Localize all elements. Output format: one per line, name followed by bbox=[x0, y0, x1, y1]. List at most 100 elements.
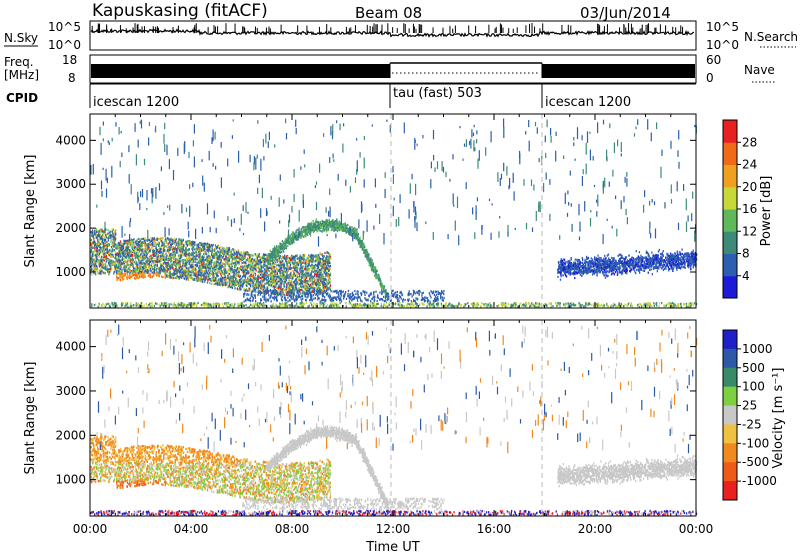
echo-cell bbox=[155, 243, 157, 246]
echo-cell bbox=[280, 264, 282, 267]
echo-cell bbox=[194, 272, 196, 275]
echo-cell bbox=[299, 270, 302, 273]
echo-cell bbox=[268, 270, 270, 273]
echo-cell bbox=[301, 292, 303, 295]
echo-cell bbox=[297, 271, 299, 274]
echo-cell bbox=[183, 253, 186, 256]
echo-cell bbox=[307, 272, 309, 275]
echo-cell bbox=[181, 248, 183, 251]
echo-cell bbox=[194, 273, 196, 276]
echo-cell bbox=[103, 253, 105, 256]
echo-cell bbox=[157, 254, 159, 257]
echo-cell bbox=[157, 274, 159, 277]
echo-cell bbox=[147, 252, 149, 255]
echo-cell bbox=[190, 274, 192, 277]
echo-cell bbox=[149, 276, 151, 279]
echo-cell bbox=[151, 246, 153, 249]
echo-cell bbox=[276, 278, 278, 281]
echo-cell bbox=[238, 257, 241, 260]
echo-cell bbox=[218, 263, 220, 266]
echo-cell bbox=[276, 271, 278, 275]
echo-cell bbox=[264, 260, 266, 264]
echo-cell bbox=[244, 264, 247, 267]
echo-cell bbox=[227, 262, 229, 265]
echo-cell bbox=[264, 286, 266, 289]
echo-cell bbox=[264, 282, 266, 285]
echo-cell bbox=[238, 259, 240, 262]
echo-cell bbox=[150, 270, 152, 273]
echo-cell bbox=[289, 272, 292, 275]
echo-cell bbox=[238, 266, 240, 269]
echo-cell bbox=[134, 270, 136, 273]
echo-cell bbox=[316, 255, 319, 258]
echo-cell bbox=[105, 245, 107, 249]
echo-cell bbox=[320, 253, 322, 256]
echo-cell bbox=[123, 249, 125, 252]
echo-cell bbox=[209, 274, 211, 277]
echo-cell bbox=[279, 284, 281, 287]
echo-cell bbox=[228, 267, 230, 270]
echo-cell bbox=[191, 265, 193, 269]
echo-cell bbox=[131, 271, 133, 274]
echo-cell bbox=[279, 271, 281, 274]
echo-cell bbox=[315, 270, 317, 273]
echo-cell bbox=[233, 276, 235, 279]
echo-cell bbox=[318, 254, 320, 257]
echo-cell bbox=[172, 264, 175, 267]
echo-cell bbox=[129, 251, 131, 254]
echo-cell bbox=[146, 260, 148, 263]
echo-cell bbox=[143, 253, 145, 256]
echo-cell bbox=[211, 245, 214, 248]
echo-cell bbox=[313, 292, 316, 295]
echo-cell bbox=[145, 275, 147, 278]
echo-cell bbox=[184, 258, 186, 262]
echo-cell bbox=[126, 277, 128, 280]
noise-left-tick-top: 10^5 bbox=[48, 20, 81, 34]
echo-cell bbox=[124, 252, 126, 255]
echo-cell bbox=[259, 270, 261, 273]
echo-cell bbox=[94, 234, 97, 237]
echo-cell bbox=[190, 240, 192, 244]
echo-cell bbox=[258, 287, 261, 290]
echo-cell bbox=[219, 268, 222, 271]
echo-cell bbox=[170, 244, 173, 247]
echo-cell bbox=[244, 281, 246, 284]
echo-cell bbox=[144, 237, 146, 240]
echo-cell bbox=[311, 259, 314, 262]
echo-cell bbox=[135, 266, 137, 269]
echo-cell bbox=[162, 266, 164, 269]
echo-cell bbox=[123, 242, 125, 245]
echo-cell bbox=[271, 282, 274, 285]
echo-cell bbox=[214, 270, 217, 273]
echo-cell bbox=[137, 237, 139, 241]
echo-cell bbox=[219, 283, 221, 286]
echo-cell bbox=[203, 248, 205, 251]
echo-cell bbox=[185, 261, 187, 264]
echo-cell bbox=[285, 270, 288, 273]
echo-cell bbox=[210, 255, 212, 258]
echo-cell bbox=[278, 279, 280, 282]
echo-cell bbox=[179, 241, 181, 244]
echo-cell bbox=[322, 262, 324, 265]
echo-cell bbox=[196, 243, 198, 246]
echo-cell bbox=[171, 272, 173, 275]
echo-cell bbox=[192, 251, 194, 254]
echo-cell bbox=[108, 231, 110, 234]
echo-cell bbox=[154, 268, 156, 271]
echo-cell bbox=[149, 273, 151, 276]
noise-line bbox=[90, 28, 695, 38]
echo-cell bbox=[173, 250, 175, 253]
echo-cell bbox=[159, 266, 162, 269]
echo-cell bbox=[174, 242, 176, 245]
echo-cell bbox=[275, 273, 277, 276]
echo-cell bbox=[304, 285, 306, 288]
echo-cell bbox=[176, 268, 178, 271]
echo-cell bbox=[133, 246, 136, 249]
echo-cell bbox=[134, 274, 136, 277]
echo-cell bbox=[253, 278, 256, 281]
echo-cell bbox=[302, 254, 304, 257]
echo-cell bbox=[93, 233, 95, 236]
echo-cell bbox=[184, 274, 187, 277]
echo-cell bbox=[264, 264, 266, 267]
echo-cell bbox=[177, 240, 180, 243]
